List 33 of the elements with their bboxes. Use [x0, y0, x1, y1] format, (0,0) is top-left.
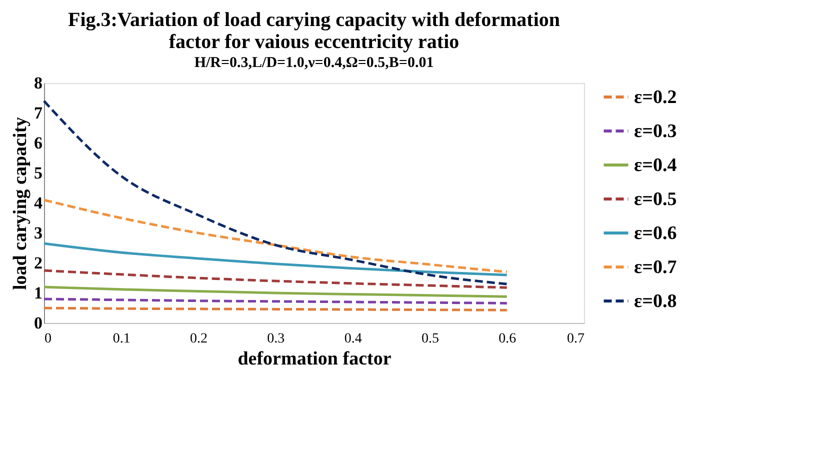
x-tick-label: 0.3	[267, 332, 285, 346]
x-tick-label: 0.2	[190, 332, 208, 346]
y-tick-label: 6	[34, 134, 42, 152]
text: Fig.3:Variation of load carying capacity with deformation	[68, 9, 560, 31]
line-series	[42, 198, 508, 274]
legend-label: ε=0.8	[634, 291, 677, 312]
y-tick-label: 4	[34, 194, 43, 212]
legend-label: ε=0.4	[634, 155, 678, 176]
legend-label: ε=0.3	[634, 121, 677, 142]
line-series	[42, 269, 508, 289]
legend-label: ε=0.7	[634, 257, 678, 278]
y-tick-label: 8	[34, 74, 42, 92]
x-tick-label: 0.4	[344, 332, 362, 346]
line-series	[42, 100, 508, 286]
y-tick-label: 3	[34, 224, 42, 242]
y-tick-label: 2	[34, 254, 42, 272]
y-tick-label: 1	[34, 284, 42, 302]
y-tick-label: 5	[34, 164, 42, 182]
y-axis-title: load carying capacity	[10, 116, 31, 290]
x-axis-title: deformation factor	[238, 348, 392, 370]
chart-subtitle: H/R=0.3,L/D=1.0,ν=0.4,Ω=0.5,B=0.01	[194, 55, 434, 71]
x-tick-label: 0.5	[421, 332, 439, 346]
x-tick-label: 0.6	[498, 332, 516, 346]
text: factor for vaious eccentricity ratio	[168, 31, 460, 53]
y-tick-label: 0	[34, 314, 42, 332]
x-tick-label: 0.7	[567, 332, 584, 346]
legend-label: ε=0.5	[634, 189, 677, 210]
x-tick-label: 0.1	[112, 332, 130, 346]
legend-label: ε=0.2	[634, 87, 677, 108]
legend-label: ε=0.6	[634, 223, 677, 244]
y-tick-label: 7	[34, 104, 43, 122]
line-series	[42, 242, 508, 276]
line-series	[42, 286, 508, 298]
